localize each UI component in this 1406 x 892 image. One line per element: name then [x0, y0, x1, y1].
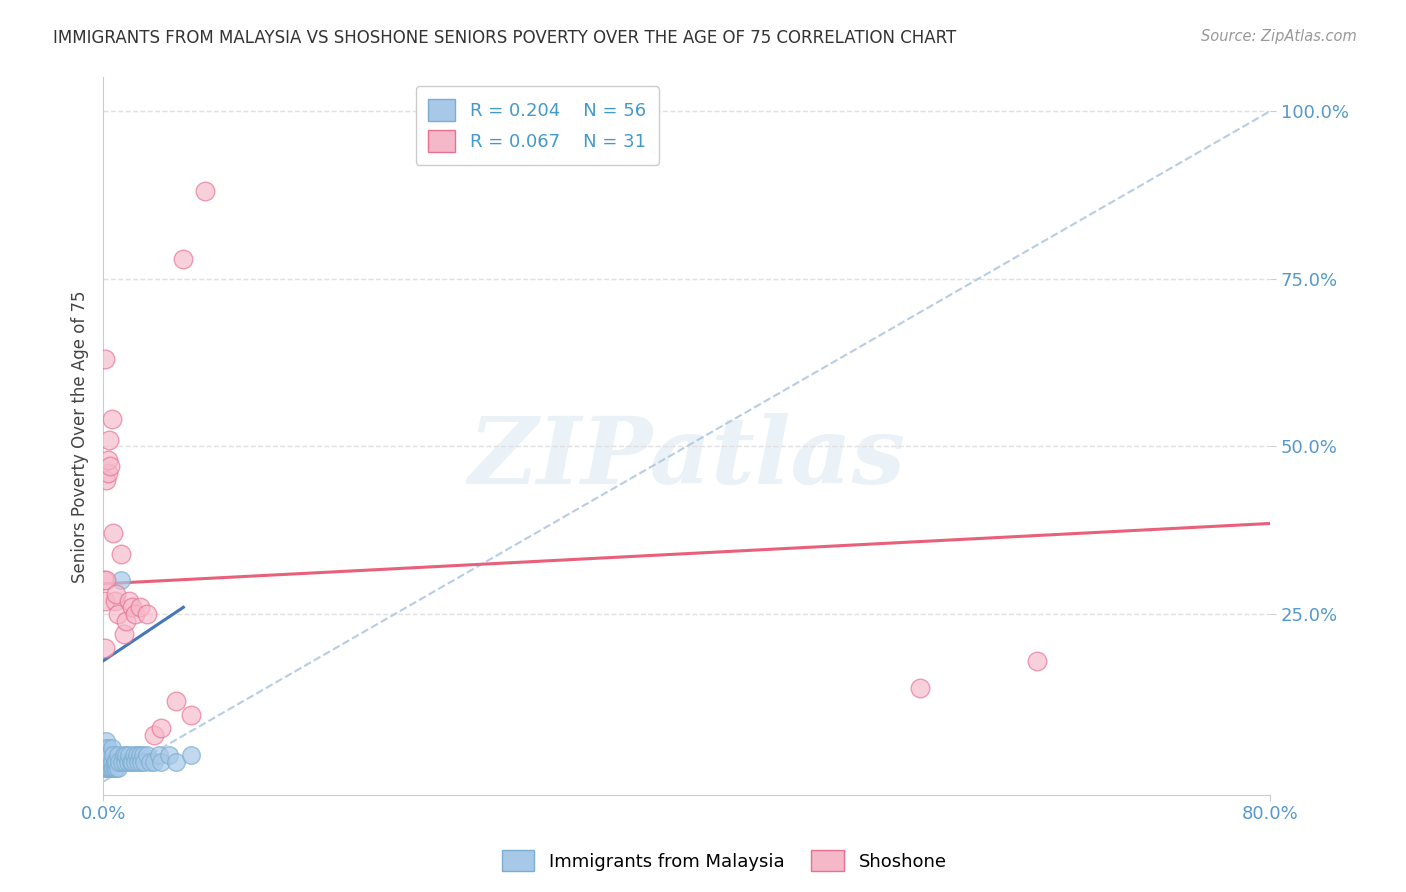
Point	[118, 593, 141, 607]
Point	[98, 747, 121, 762]
Point	[194, 185, 217, 199]
Point	[98, 755, 121, 769]
Point	[98, 761, 121, 775]
Point	[93, 741, 115, 756]
Point	[103, 526, 125, 541]
Point	[143, 755, 166, 769]
Point	[94, 574, 117, 588]
Point	[150, 755, 173, 769]
Point	[94, 741, 117, 756]
Point	[101, 761, 124, 775]
Point	[908, 681, 931, 695]
Point	[1026, 654, 1049, 668]
Point	[94, 734, 117, 748]
Point	[103, 747, 125, 762]
Point	[110, 574, 132, 588]
Point	[114, 755, 136, 769]
Point	[107, 607, 129, 621]
Legend: R = 0.204    N = 56, R = 0.067    N = 31: R = 0.204 N = 56, R = 0.067 N = 31	[416, 87, 658, 165]
Point	[129, 755, 152, 769]
Point	[117, 755, 139, 769]
Point	[96, 741, 118, 756]
Point	[131, 747, 153, 762]
Point	[100, 747, 122, 762]
Point	[93, 640, 115, 655]
Point	[165, 755, 187, 769]
Point	[125, 747, 148, 762]
Point	[101, 412, 124, 426]
Point	[124, 755, 146, 769]
Point	[98, 433, 121, 447]
Point	[100, 459, 122, 474]
Text: IMMIGRANTS FROM MALAYSIA VS SHOSHONE SENIORS POVERTY OVER THE AGE OF 75 CORRELAT: IMMIGRANTS FROM MALAYSIA VS SHOSHONE SEN…	[53, 29, 956, 46]
Point	[94, 473, 117, 487]
Point	[180, 747, 202, 762]
Point	[115, 614, 138, 628]
Point	[108, 755, 131, 769]
Point	[112, 627, 135, 641]
Point	[132, 755, 155, 769]
Point	[172, 252, 194, 266]
Point	[122, 747, 145, 762]
Point	[93, 755, 115, 769]
Point	[110, 547, 132, 561]
Point	[100, 761, 122, 775]
Point	[105, 587, 128, 601]
Point	[107, 747, 129, 762]
Point	[148, 747, 170, 762]
Point	[96, 755, 118, 769]
Point	[96, 747, 118, 762]
Point	[118, 747, 141, 762]
Point	[150, 721, 173, 735]
Point	[107, 761, 129, 775]
Point	[143, 728, 166, 742]
Point	[100, 755, 122, 769]
Point	[157, 747, 180, 762]
Legend: Immigrants from Malaysia, Shoshone: Immigrants from Malaysia, Shoshone	[495, 843, 953, 879]
Point	[94, 755, 117, 769]
Point	[94, 755, 117, 769]
Point	[105, 755, 128, 769]
Point	[105, 761, 128, 775]
Point	[93, 352, 115, 367]
Text: Source: ZipAtlas.com: Source: ZipAtlas.com	[1201, 29, 1357, 44]
Point	[93, 747, 115, 762]
Point	[103, 761, 125, 775]
Point	[111, 755, 134, 769]
Point	[115, 747, 138, 762]
Point	[121, 600, 143, 615]
Point	[128, 600, 150, 615]
Point	[135, 747, 157, 762]
Point	[104, 755, 127, 769]
Point	[94, 593, 117, 607]
Point	[128, 747, 150, 762]
Point	[96, 761, 118, 775]
Point	[124, 607, 146, 621]
Point	[94, 761, 117, 775]
Y-axis label: Seniors Poverty Over the Age of 75: Seniors Poverty Over the Age of 75	[72, 290, 89, 582]
Point	[93, 761, 115, 775]
Text: ZIPatlas: ZIPatlas	[468, 413, 905, 503]
Point	[127, 755, 149, 769]
Point	[104, 593, 127, 607]
Point	[104, 761, 127, 775]
Point	[121, 755, 143, 769]
Point	[93, 574, 115, 588]
Point	[112, 747, 135, 762]
Point	[101, 741, 124, 756]
Point	[165, 694, 187, 708]
Point	[135, 607, 157, 621]
Point	[101, 755, 124, 769]
Point	[120, 755, 142, 769]
Point	[180, 707, 202, 722]
Point	[96, 466, 118, 480]
Point	[96, 452, 118, 467]
Point	[139, 755, 162, 769]
